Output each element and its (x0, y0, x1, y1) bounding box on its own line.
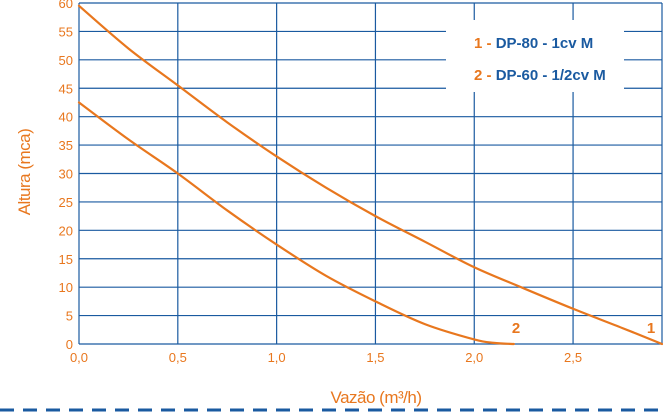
curve-label-2: 2 (512, 320, 520, 337)
x-tick-label: 1,5 (366, 350, 384, 365)
y-tick-label: 50 (59, 53, 73, 68)
y-tick-label: 20 (59, 223, 73, 238)
y-tick-label: 55 (59, 24, 73, 39)
y-tick-labels: 0 5 10 15 20 25 30 35 40 45 50 55 60 (59, 0, 73, 352)
y-axis-title: Altura (mca) (15, 129, 34, 216)
y-tick-label: 0 (66, 337, 73, 352)
x-tick-labels: 0,0 0,5 1,0 1,5 2,0 2,5 (70, 350, 582, 365)
y-tick-label: 10 (59, 280, 73, 295)
legend-label-1: DP-80 - 1cv M (496, 35, 594, 52)
y-tick-label: 25 (59, 195, 73, 210)
y-tick-label: 45 (59, 81, 73, 96)
legend-label-2: DP-60 - 1/2cv M (496, 67, 606, 84)
series-lines (77, 4, 663, 346)
x-tick-label: 2,0 (465, 350, 483, 365)
y-tick-label: 15 (59, 252, 73, 267)
x-tick-label: 0,0 (70, 350, 88, 365)
legend-item-2: 2 - DP-60 - 1/2cv M (474, 67, 606, 84)
legend-dash-1: - (482, 35, 495, 52)
x-tick-label: 1,0 (268, 350, 286, 365)
legend-box (446, 20, 624, 92)
x-axis-title: Vazão (m³/h) (331, 388, 422, 407)
legend-item-1: 1 - DP-80 - 1cv M (474, 35, 593, 52)
y-tick-label: 30 (59, 167, 73, 182)
x-tick-label: 2,5 (564, 350, 582, 365)
legend-number-1: 1 (474, 35, 482, 52)
series-line-2 (77, 101, 515, 346)
y-tick-label: 60 (59, 0, 73, 11)
grid (78, 2, 663, 345)
legend-number-2: 2 (474, 67, 482, 84)
y-tick-label: 5 (66, 309, 73, 324)
legend-dash-2: - (482, 67, 495, 84)
y-tick-label: 40 (59, 110, 73, 125)
curve-label-1: 1 (647, 320, 655, 337)
series-line-1 (77, 4, 663, 346)
x-tick-label: 0,5 (169, 350, 187, 365)
legend: 1 - DP-80 - 1cv M 2 - DP-60 - 1/2cv M (446, 20, 624, 92)
y-tick-label: 35 (59, 138, 73, 153)
